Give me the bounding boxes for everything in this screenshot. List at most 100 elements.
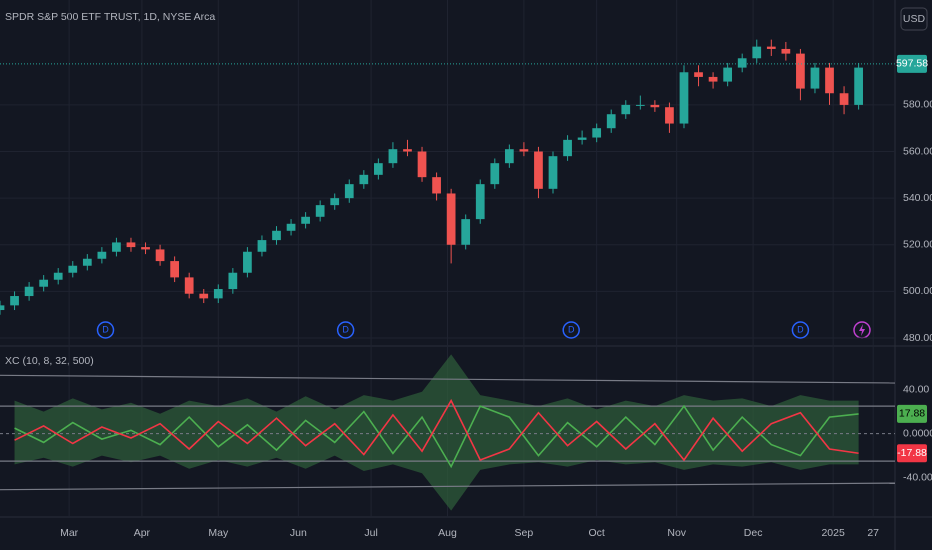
- x-tick-label: 27: [867, 527, 879, 539]
- candle-body: [301, 216, 310, 224]
- value-badge-label: -17.88: [897, 447, 927, 459]
- candle-body: [141, 247, 150, 250]
- candle-body: [388, 149, 398, 164]
- candle-body: [243, 251, 252, 273]
- candle-body: [82, 258, 92, 266]
- candle-body: [213, 289, 223, 299]
- indicator-line: [14, 404, 859, 469]
- envelope-area: [14, 433, 859, 511]
- currency-button[interactable]: [900, 7, 928, 31]
- candle-body: [53, 272, 63, 280]
- candle-body: [272, 230, 281, 241]
- candle-body: [0, 305, 5, 311]
- candle-body: [766, 46, 776, 49]
- last-price-badge: [897, 54, 927, 73]
- candle-body: [39, 279, 49, 287]
- candle-body: [606, 114, 616, 129]
- y-tick-label: 580.00: [903, 99, 932, 111]
- candle-body: [155, 249, 165, 262]
- value-badge: [897, 444, 927, 463]
- x-tick-label: Apr: [134, 527, 151, 539]
- candle-body: [650, 104, 660, 108]
- candle-body: [621, 104, 631, 115]
- candle-body: [315, 205, 325, 217]
- candle-body: [854, 67, 863, 105]
- candle-body: [737, 58, 747, 68]
- x-tick-label: May: [208, 527, 229, 539]
- candle-body: [68, 265, 78, 273]
- y-tick-label: 520.00: [903, 239, 932, 251]
- candle-body: [504, 149, 514, 164]
- candle-body: [199, 293, 209, 299]
- x-tick-label: Aug: [438, 527, 457, 539]
- value-badge: [897, 404, 927, 423]
- candle-body: [635, 104, 645, 106]
- dividend-marker: [336, 321, 355, 339]
- candle-body: [228, 272, 238, 290]
- candle-body: [796, 53, 805, 89]
- value-badge-label: 17.88: [899, 408, 925, 420]
- candle-body: [708, 76, 718, 82]
- envelope-area: [14, 354, 859, 434]
- x-tick-label: Dec: [744, 527, 763, 539]
- y-tick-label: -40.00: [903, 471, 932, 483]
- candle-body: [665, 107, 674, 124]
- candle-body: [446, 193, 456, 245]
- candle-body: [519, 149, 529, 152]
- dividend-marker: [562, 321, 580, 339]
- candle-body: [10, 296, 19, 306]
- candle-body: [475, 184, 485, 220]
- dividend-label: D: [797, 324, 804, 334]
- split-bolt: [859, 324, 865, 336]
- candle-body: [563, 139, 572, 157]
- candle-body: [24, 286, 34, 297]
- indicator-line: [14, 398, 859, 462]
- candle-body: [781, 48, 791, 54]
- candle-body: [374, 163, 383, 175]
- candle-body: [679, 72, 689, 124]
- y-tick-label: 500.00: [903, 285, 932, 297]
- candle-body: [112, 242, 121, 252]
- y-tick-label: 40.00: [903, 383, 929, 395]
- candle-body: [286, 223, 296, 231]
- dividend-label: D: [568, 324, 575, 334]
- candle-body: [723, 67, 733, 82]
- band-line: [0, 482, 896, 491]
- x-tick-label: Jul: [364, 527, 377, 539]
- candle-body: [403, 149, 412, 152]
- candle-body: [592, 128, 602, 138]
- candle-body: [330, 198, 340, 206]
- candle-body: [577, 137, 587, 140]
- candle-body: [184, 277, 194, 294]
- candle-body: [461, 219, 471, 245]
- candle-body: [97, 251, 107, 259]
- x-tick-label: Jun: [290, 527, 307, 539]
- dividend-marker: [791, 321, 810, 339]
- dividend-marker: [96, 321, 115, 339]
- candle-body: [257, 240, 267, 252]
- candle-body: [548, 156, 558, 189]
- candle-body: [417, 151, 427, 178]
- candle-body: [170, 261, 179, 278]
- x-tick-label: Nov: [667, 527, 686, 539]
- y-tick-label: 0.0000: [903, 427, 932, 439]
- currency-label[interactable]: USD: [903, 13, 926, 25]
- x-tick-label: Sep: [515, 527, 534, 539]
- indicator-title: XC (10, 8, 32, 500): [5, 355, 94, 367]
- candle-body: [432, 177, 441, 194]
- y-tick-label: 560.00: [903, 145, 932, 157]
- candle-body: [810, 67, 820, 89]
- candle-body: [752, 46, 762, 59]
- last-price-label: 597.58: [896, 58, 928, 70]
- y-tick-label: 540.00: [903, 192, 932, 204]
- candle-body: [359, 174, 369, 185]
- dividend-label: D: [102, 324, 109, 334]
- symbol-title: SPDR S&P 500 ETF TRUST, 1D, NYSE Arca: [5, 11, 215, 23]
- candle-body: [126, 242, 136, 248]
- candle-body: [694, 72, 703, 77]
- candle-body: [839, 93, 849, 105]
- band-line: [0, 374, 896, 384]
- y-tick-label: 480.00: [903, 332, 932, 344]
- x-tick-label: Oct: [588, 527, 604, 539]
